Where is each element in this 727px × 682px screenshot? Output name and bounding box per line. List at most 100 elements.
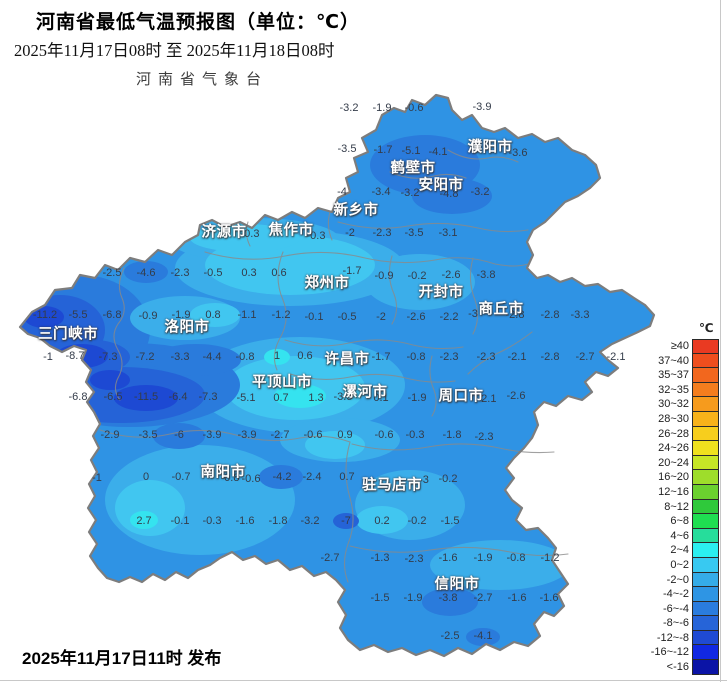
temp-label: -2.8 (505, 309, 525, 321)
city-label: 济源市 (201, 224, 247, 241)
temp-label: -6 (174, 429, 184, 441)
temp-label: -1.6 (507, 592, 527, 604)
legend-band: -12~-8 (631, 630, 719, 646)
temp-label: -3.3 (570, 309, 590, 321)
temp-label: -3.2 (339, 102, 359, 114)
temp-label: 0.3 (241, 267, 257, 279)
temp-label: -1.6 (539, 592, 559, 604)
legend-band-label: 6~8 (670, 515, 689, 528)
temp-label: 0.1 (373, 392, 389, 404)
temp-label: -6.8 (102, 309, 122, 321)
temp-label: -0.6 (303, 429, 323, 441)
temp-label: 2.7 (136, 515, 152, 527)
temp-label: -3.2 (400, 187, 420, 199)
temp-label: -3.9 (202, 429, 222, 441)
legend-band-label: <-16 (666, 661, 689, 674)
agency-name: 河南省气象台 (136, 72, 269, 88)
temp-label: -3.2 (300, 515, 320, 527)
temp-label: -1.2 (540, 552, 560, 564)
temp-label: -0.2 (438, 473, 458, 485)
temp-label: 0.6 (271, 267, 287, 279)
legend-band-swatch (692, 484, 719, 500)
temp-label: -2.8 (540, 309, 560, 321)
temp-label: 0.8 (205, 309, 221, 321)
legend-band-label: 35~37 (658, 369, 689, 382)
temp-label: -0.3 (202, 515, 222, 527)
temp-label: -2.1 (606, 351, 626, 363)
temp-label: -4.6 (136, 267, 156, 279)
temp-label: -1.9 (407, 392, 427, 404)
temp-label: -0.8 (220, 472, 240, 484)
legend-band-label: 28~30 (658, 412, 689, 425)
temp-label: 0.7 (339, 471, 355, 483)
temp-label: -2.3 (170, 267, 190, 279)
temp-label: -0.3 (306, 230, 326, 242)
temp-label: -6.5 (103, 391, 123, 403)
temp-label: 0.6 (297, 350, 313, 362)
legend-band: 24~26 (631, 441, 719, 456)
legend-band-label: 12~16 (658, 485, 689, 498)
legend-band: <-16 (631, 660, 719, 675)
legend-band: 0~2 (631, 557, 719, 573)
temp-label: -1 (92, 472, 102, 484)
temp-label: -2.8 (540, 351, 560, 363)
page-title: 河南省最低气温预报图（单位：℃） (36, 12, 361, 33)
temp-label: -0.8 (235, 351, 255, 363)
legend-band-swatch (692, 514, 719, 529)
legend-band: -4~-2 (631, 587, 719, 602)
temp-label: -2.7 (575, 351, 595, 363)
legend-band-label: 24~26 (658, 442, 689, 455)
legend-band: 26~28 (631, 426, 719, 442)
city-label: 鹤壁市 (390, 160, 436, 177)
temp-label: -2.3 (476, 351, 496, 363)
temp-label: -2.6 (441, 269, 461, 281)
legend-band: -2~0 (631, 572, 719, 588)
legend-band-swatch (692, 368, 719, 383)
temp-label: -1.1 (237, 309, 257, 321)
temp-label: -4.8 (439, 188, 459, 200)
temp-label: 0 (142, 471, 150, 483)
temp-label: -7 (341, 515, 351, 527)
temp-label: -3.1 (438, 227, 458, 239)
legend-band: 6~8 (631, 514, 719, 529)
temp-label: -4.2 (272, 471, 292, 483)
city-label: 南阳市 (200, 464, 246, 481)
temp-label: -3.8 (476, 269, 496, 281)
legend-band: ≥40 (631, 339, 719, 354)
legend-band: 30~32 (631, 397, 719, 412)
legend-band-label: 2~4 (670, 544, 689, 557)
city-label: 平顶山市 (252, 374, 312, 391)
city-label: 开封市 (418, 284, 464, 301)
temp-label: -3.9 (472, 101, 492, 113)
temp-label: -0.6 (404, 102, 424, 114)
temp-label: -1.9 (372, 102, 392, 114)
city-label: 安阳市 (418, 177, 464, 194)
legend-band-swatch (692, 587, 719, 602)
temp-label: -1 (43, 351, 53, 363)
temp-label: -0.1 (170, 515, 190, 527)
temp-label: -1.6 (438, 552, 458, 564)
temp-label: -2 (376, 311, 386, 323)
legend-band: 8~12 (631, 499, 719, 515)
city-label: 洛阳市 (164, 319, 210, 336)
temp-label: 0.2 (374, 515, 390, 527)
temp-label: -6.4 (168, 391, 188, 403)
legend-band-label: 8~12 (664, 500, 689, 513)
legend-band: 32~35 (631, 382, 719, 398)
legend-band-label: -2~0 (666, 573, 689, 586)
city-label: 许昌市 (324, 351, 370, 368)
temp-label: -0.8 (506, 552, 526, 564)
legend-band-swatch (692, 572, 719, 588)
forecast-date-range: 2025年11月17日08时 至 2025年11月18日08时 (14, 41, 335, 60)
legend-band-label: 16~20 (658, 471, 689, 484)
temp-label: -7.2 (135, 351, 155, 363)
legend-band: -6~-4 (631, 601, 719, 617)
province-outline (18, 93, 656, 658)
legend-band: -8~-6 (631, 616, 719, 631)
temp-label: -3.3 (170, 351, 190, 363)
city-label: 郑州市 (304, 275, 350, 292)
legend-band-label: 26~28 (658, 427, 689, 440)
